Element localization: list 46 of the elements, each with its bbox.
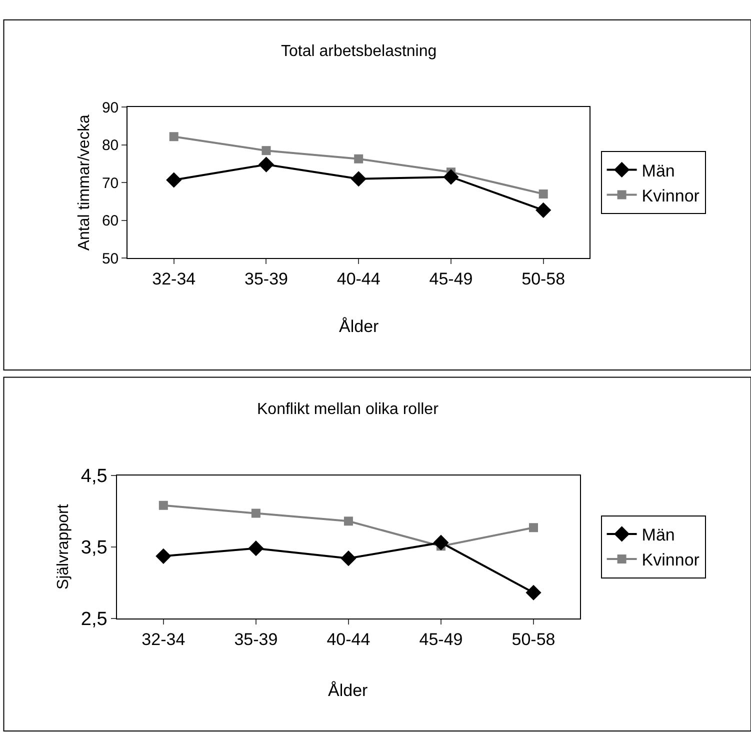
point bbox=[248, 540, 264, 556]
y-axis-title: Antal timmar/vecka bbox=[76, 114, 93, 251]
x-axis-title: Ålder bbox=[328, 681, 368, 700]
x-tick-label: 50-58 bbox=[522, 269, 566, 288]
x-tick-label: 45-49 bbox=[419, 630, 463, 649]
y-tick-label: 4,5 bbox=[80, 466, 108, 488]
chart-title: Konflikt mellan olika roller bbox=[257, 401, 440, 418]
x-tick-label: 40-44 bbox=[336, 269, 380, 288]
point bbox=[258, 156, 274, 172]
point bbox=[156, 548, 172, 564]
point bbox=[526, 584, 542, 600]
x-axis-title: Ålder bbox=[339, 317, 380, 336]
legend-label: Män bbox=[642, 526, 675, 545]
legend-label: Män bbox=[642, 161, 675, 180]
x-tick-label: 35-39 bbox=[244, 269, 288, 288]
x-tick-label: 32-34 bbox=[142, 630, 186, 649]
x-tick-label: 45-49 bbox=[429, 269, 473, 288]
point bbox=[251, 508, 260, 518]
legend-label: Kvinnor bbox=[642, 186, 700, 206]
y-tick-label: 60 bbox=[102, 212, 119, 230]
chart-title: Total arbetsbelastning bbox=[281, 43, 437, 60]
point bbox=[536, 202, 552, 218]
y-tick-label: 50 bbox=[102, 250, 119, 268]
point bbox=[354, 154, 364, 164]
point bbox=[443, 169, 459, 185]
y-tick-label: 90 bbox=[102, 99, 119, 116]
point bbox=[538, 189, 548, 198]
point bbox=[340, 550, 356, 566]
y-axis-title: Självrapport bbox=[54, 504, 72, 590]
y-tick-label: 2,5 bbox=[80, 609, 108, 630]
y-tick-label: 80 bbox=[102, 137, 119, 154]
x-tick-label: 40-44 bbox=[326, 630, 370, 649]
point bbox=[433, 534, 449, 550]
point bbox=[262, 146, 271, 156]
point bbox=[169, 132, 178, 142]
point bbox=[158, 500, 168, 510]
legend-label: Kvinnor bbox=[642, 550, 700, 570]
x-tick-label: 50-58 bbox=[512, 630, 556, 649]
x-tick-label: 32-34 bbox=[152, 269, 196, 288]
x-tick-label: 35-39 bbox=[234, 630, 278, 649]
point bbox=[166, 172, 182, 188]
point bbox=[350, 171, 366, 187]
point bbox=[344, 516, 353, 526]
y-tick-label: 70 bbox=[102, 174, 119, 192]
point bbox=[529, 523, 538, 532]
y-tick-label: 3,5 bbox=[80, 538, 108, 559]
